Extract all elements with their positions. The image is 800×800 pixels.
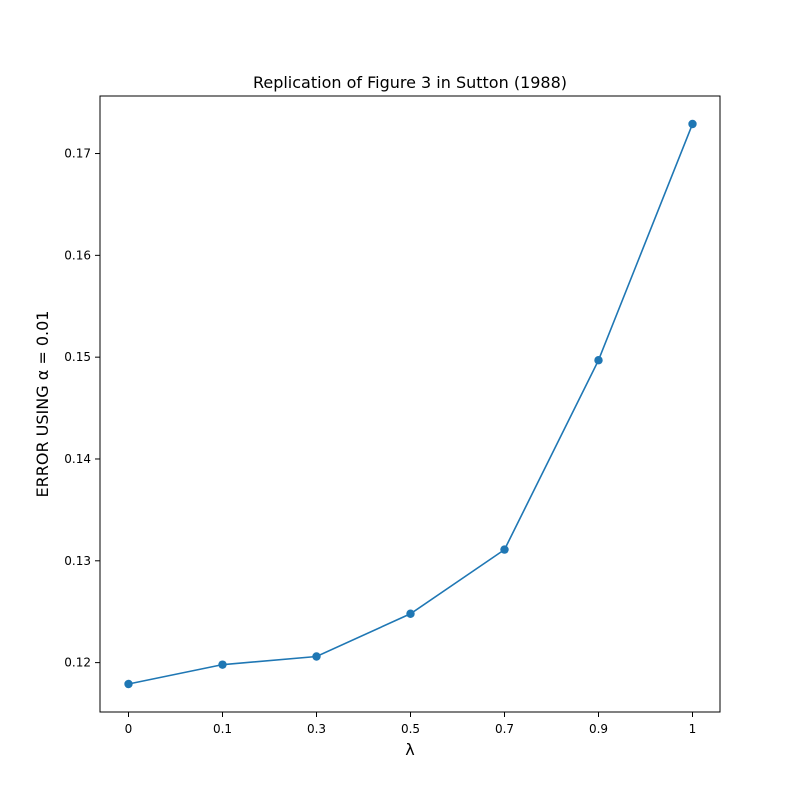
series-line (128, 123, 694, 685)
x-tick-label: 1 (689, 722, 697, 736)
y-axis-label: ERROR USING α = 0.01 (33, 311, 52, 498)
chart-title: Replication of Figure 3 in Sutton (1988) (253, 73, 567, 92)
y-tick-label: 0.16 (64, 248, 91, 262)
y-tick-label: 0.15 (64, 350, 91, 364)
series-layer (124, 119, 697, 689)
x-tick-label: 0.5 (401, 722, 420, 736)
y-tick-label: 0.14 (64, 452, 91, 466)
data-point (594, 356, 603, 365)
x-tick-label: 0.7 (495, 722, 514, 736)
x-axis: 0 0.1 0.3 0.5 0.7 0.9 1 (125, 712, 697, 736)
x-tick-label: 0.1 (213, 722, 232, 736)
y-tick-label: 0.17 (64, 147, 91, 161)
y-tick-label: 0.13 (64, 554, 91, 568)
data-point (688, 119, 697, 129)
data-point (406, 609, 415, 618)
data-point (500, 545, 509, 554)
y-tick-label: 0.12 (64, 656, 91, 670)
y-axis: 0.12 0.13 0.14 0.15 0.16 0.17 (64, 147, 100, 670)
plot-frame (99, 95, 721, 713)
x-tick-label: 0.9 (589, 722, 608, 736)
data-point (312, 652, 321, 661)
data-point (218, 660, 227, 669)
x-axis-label: λ (405, 740, 414, 759)
data-point (124, 679, 133, 689)
x-tick-label: 0.3 (307, 722, 326, 736)
x-tick-label: 0 (125, 722, 133, 736)
